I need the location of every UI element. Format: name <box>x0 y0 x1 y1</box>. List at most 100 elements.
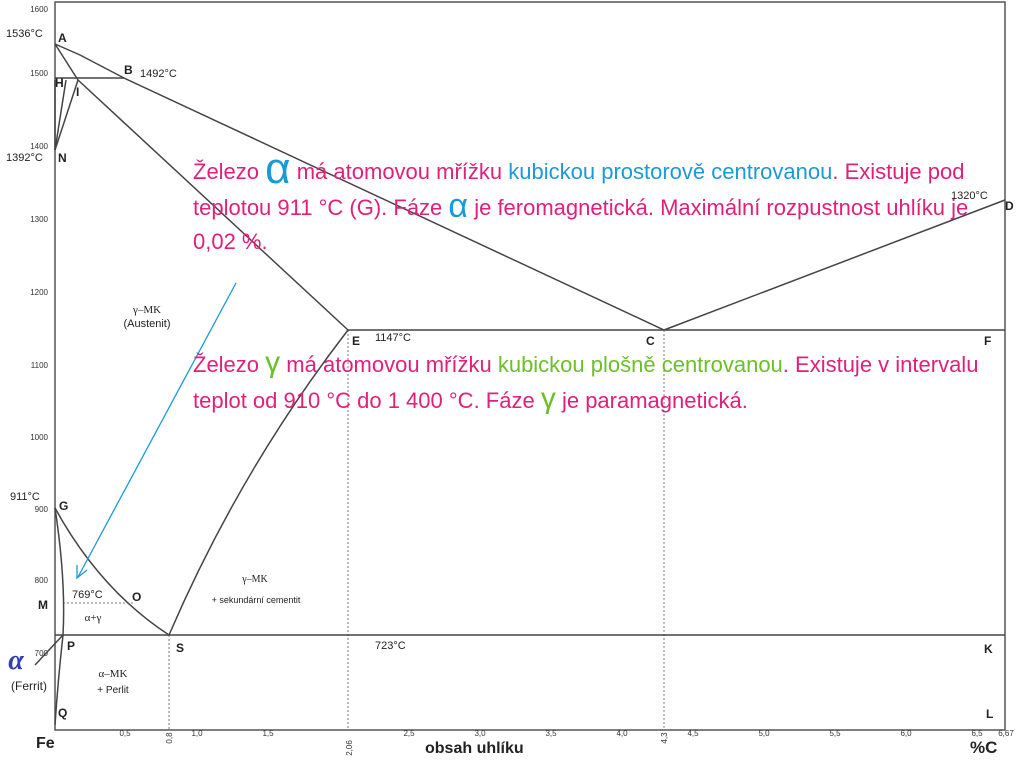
arrow-shaft <box>77 282 237 578</box>
p1-word-4: . Existuje pod teplotou 911 °C (G). Fáze <box>193 159 965 220</box>
temperature-ticks: 1600 1500 1400 1300 1200 1100 1000 900 8… <box>30 5 48 658</box>
p2-word-2: má atomovou mřížku <box>286 352 492 377</box>
temp-tick: 1200 <box>30 288 48 297</box>
point-label: C <box>646 334 655 348</box>
p2-word-4: . Existuje v intervalu teplot od 910 °C … <box>193 352 979 413</box>
line-p-ferrit <box>34 634 64 666</box>
acm-line <box>168 329 349 636</box>
carbon-tick: 3,0 <box>474 729 486 738</box>
carbon-tick: 3,5 <box>545 729 557 738</box>
point-label: I <box>76 85 79 99</box>
carbon-tick: 6,67 <box>998 729 1014 738</box>
temp-tick: 1100 <box>31 361 49 370</box>
carbon-tick: 4,3 <box>660 732 669 744</box>
point-label: G <box>59 499 68 513</box>
temp-tick: 1000 <box>30 433 48 442</box>
phase-label-alpha-perlit-1: α–MK <box>99 668 128 680</box>
temp-tick: 1600 <box>30 5 48 14</box>
point-label: E <box>352 334 360 348</box>
phase-label-alpha-perlit-2: + Perlit <box>97 685 129 696</box>
phase-label-gamma-cem-2: + sekundární cementit <box>212 595 301 605</box>
solidus-a-i <box>54 43 79 81</box>
ferrit-label: (Ferrit) <box>11 679 47 693</box>
point-label: Q <box>58 706 67 720</box>
point-label: H <box>55 76 64 90</box>
annotation-arrow <box>76 282 237 580</box>
point-label: A <box>58 31 67 45</box>
line-h-n-2 <box>54 79 67 151</box>
point-label: D <box>1005 199 1014 213</box>
line-i-n <box>54 79 79 151</box>
point-label: K <box>984 642 993 656</box>
temp-label-1392: 1392°C <box>6 152 43 164</box>
p1-word-1: Železo <box>193 159 260 184</box>
temp-tick: 800 <box>35 576 49 585</box>
carbon-tick: 5,0 <box>758 729 770 738</box>
p2-lattice-type: kubickou plošně centrovanou <box>497 352 783 377</box>
point-label: S <box>176 641 184 655</box>
alpha-symbol-phase: α <box>448 187 469 225</box>
point-label: L <box>986 707 993 721</box>
temp-tick: 1300 <box>30 215 48 224</box>
point-label: F <box>984 334 991 348</box>
alpha-iron-paragraph: Železo α má atomovou mřížku kubickou pro… <box>193 147 993 259</box>
p1-lattice-type: kubickou prostorově centrovanou <box>508 159 833 184</box>
arrow-head <box>76 565 88 580</box>
p2-word-1: Železo <box>193 352 260 377</box>
carbon-tick: 0,8 <box>165 732 174 744</box>
carbon-ticks: 0,5 0,8 1,0 1,5 2,06 2,5 3,0 3,5 4,0 4,3… <box>119 729 1014 756</box>
axis-fe: Fe <box>36 735 55 752</box>
axis-xlabel: obsah uhlíku <box>425 740 524 757</box>
phase-label-alpha-gamma: α+γ <box>85 612 102 624</box>
line-g-p <box>54 507 65 636</box>
solidus-i-e <box>77 79 349 331</box>
point-letters: A B H I N D E C F G O M P S K Q L <box>38 31 1014 721</box>
carbon-tick: 6,0 <box>900 729 912 738</box>
temp-label-1320: 1320°C <box>951 190 988 202</box>
dotted-reference-lines <box>63 330 665 730</box>
phase-region-labels: γ–MK (Austenit) α+γ γ–MK + sekundární ce… <box>8 304 301 696</box>
carbon-tick: 1,0 <box>191 729 203 738</box>
carbon-tick: 1,5 <box>262 729 274 738</box>
phase-label-austenite-1: γ–MK <box>132 304 161 316</box>
alpha-symbol-large: α <box>265 144 291 193</box>
p2-word-5: je paramagnetická. <box>561 388 748 413</box>
carbon-tick: 2,5 <box>403 729 415 738</box>
phase-label-gamma-cem-1: γ–MK <box>241 574 268 585</box>
point-label: N <box>58 151 67 165</box>
temp-label-1536: 1536°C <box>6 28 43 40</box>
carbon-tick: 4,5 <box>687 729 699 738</box>
temp-tick: 1400 <box>30 142 48 151</box>
carbon-tick: 0,5 <box>119 729 131 738</box>
axis-labels: Fe obsah uhlíku %C <box>36 735 997 757</box>
alpha-symbol: α <box>8 645 24 676</box>
gamma-symbol-phase: γ <box>540 382 556 415</box>
point-label: P <box>67 639 75 653</box>
p1-word-2: má atomovou mřížku <box>296 159 503 184</box>
diagram-frame <box>54 1 1006 731</box>
p1-word-5: je feromagnetická. Maximální rozpustnost… <box>193 195 969 254</box>
point-label: M <box>38 598 48 612</box>
phase-boundaries <box>34 43 1006 726</box>
temp-label-911: 911°C <box>10 491 40 503</box>
carbon-tick: 6,5 <box>971 729 983 738</box>
gamma-symbol-large: γ <box>265 346 281 379</box>
a3-line <box>54 507 170 636</box>
point-label: B <box>124 63 133 77</box>
temp-tick: 900 <box>35 505 49 514</box>
temp-label-723: 723°C <box>375 640 406 652</box>
axis-unit: %C <box>970 738 997 757</box>
temperature-labels: 1536°C 1492°C 1392°C 1320°C 1147°C 911°C… <box>6 28 988 652</box>
carbon-tick: 5,5 <box>829 729 841 738</box>
point-label: O <box>132 590 141 604</box>
temp-tick: 1500 <box>30 69 48 78</box>
temp-label-769: 769°C <box>72 589 103 601</box>
temp-label-1147: 1147°C <box>375 332 411 344</box>
phase-label-austenite-2: (Austenit) <box>123 318 170 330</box>
temp-tick: 700 <box>35 649 49 658</box>
temp-label-1492: 1492°C <box>140 68 177 80</box>
carbon-tick: 4,0 <box>616 729 628 738</box>
line-p-q <box>54 634 64 726</box>
